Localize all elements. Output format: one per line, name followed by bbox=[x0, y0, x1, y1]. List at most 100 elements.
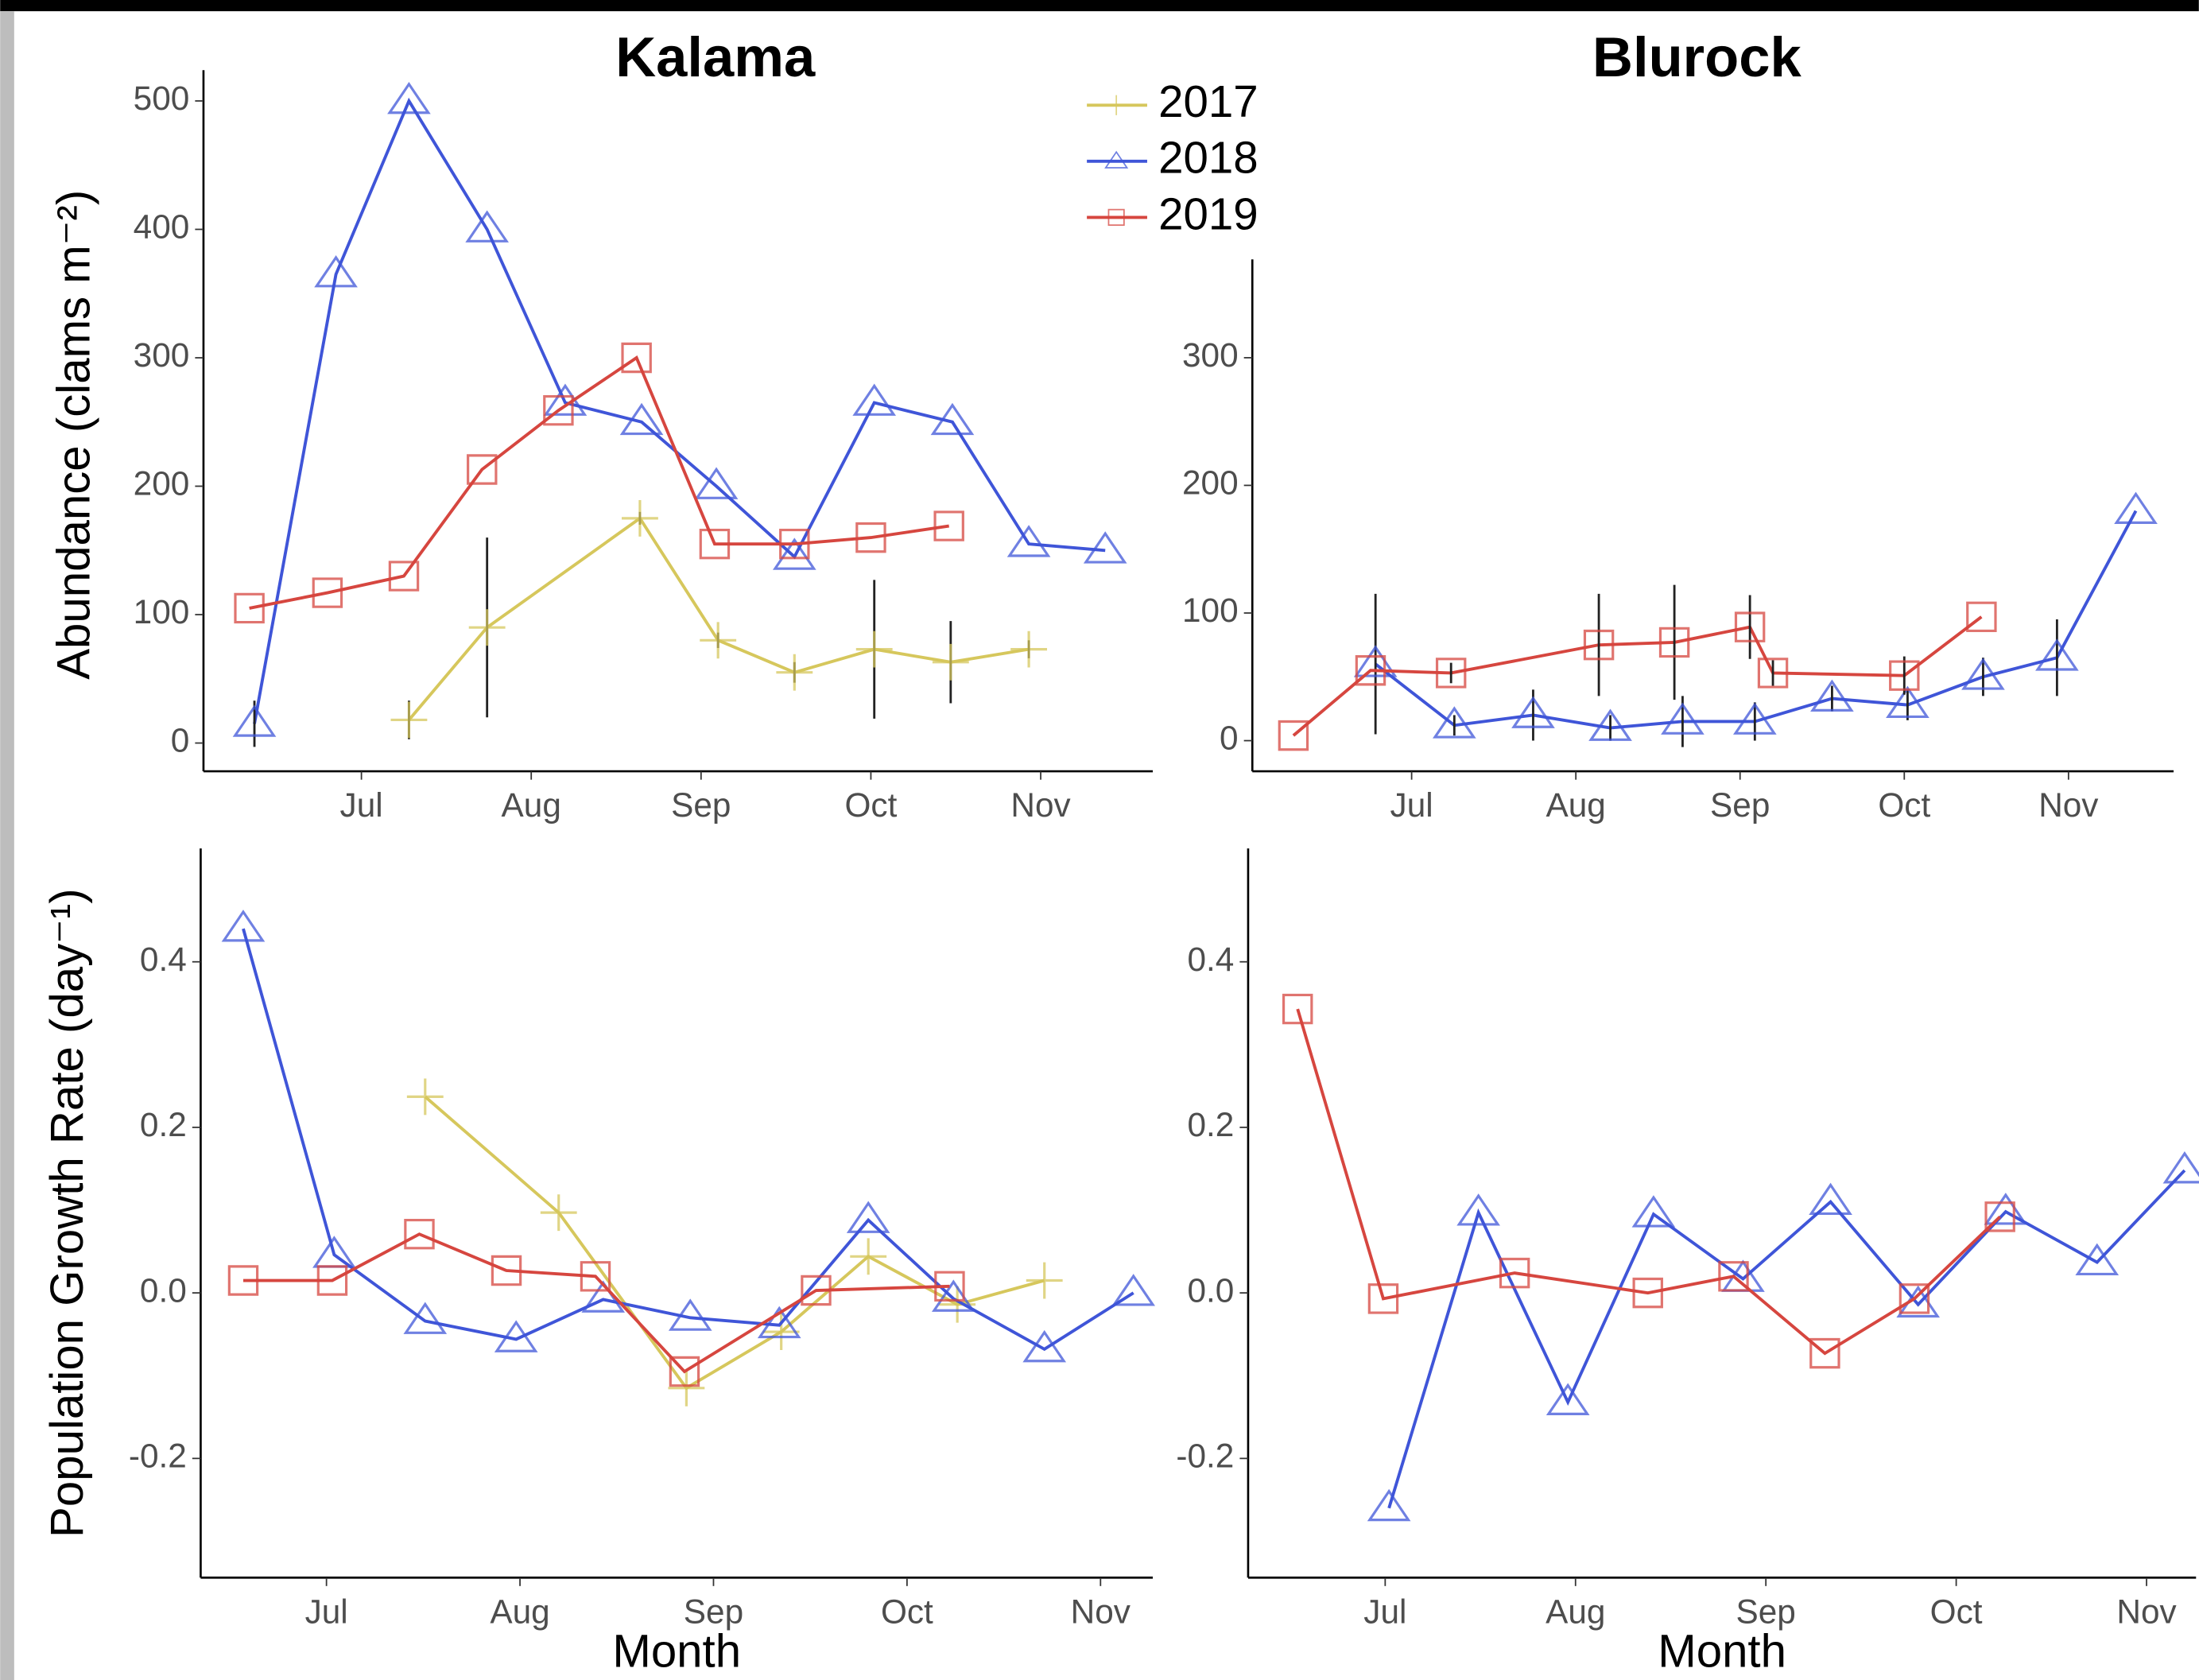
x-tick-label: Oct bbox=[881, 1593, 933, 1630]
marker bbox=[776, 654, 813, 691]
marker bbox=[1961, 658, 2005, 690]
marker bbox=[1661, 702, 1705, 735]
legend-label: 2018 bbox=[1158, 133, 1259, 183]
legend-marker bbox=[1106, 95, 1127, 115]
x-tick-label: Jul bbox=[1390, 786, 1433, 824]
marker bbox=[621, 342, 652, 374]
marker bbox=[1456, 1193, 1500, 1226]
marker bbox=[621, 499, 658, 537]
marker bbox=[1898, 1283, 1930, 1314]
marker bbox=[314, 255, 358, 288]
marker bbox=[846, 1201, 890, 1233]
marker bbox=[668, 1298, 712, 1331]
marker bbox=[694, 467, 739, 499]
marker bbox=[934, 1271, 965, 1302]
marker bbox=[1432, 706, 1476, 739]
y-tick-label: 300 bbox=[134, 336, 190, 374]
marker bbox=[2162, 1151, 2199, 1184]
marker bbox=[855, 522, 886, 553]
marker bbox=[404, 1218, 435, 1250]
marker bbox=[1984, 1193, 2028, 1225]
marker bbox=[221, 910, 266, 942]
marker bbox=[403, 1302, 448, 1334]
marker bbox=[1355, 655, 1386, 686]
x-tick-label: Oct bbox=[845, 786, 898, 824]
marker bbox=[779, 528, 810, 560]
y-tick-label: 400 bbox=[134, 208, 190, 246]
series-line bbox=[242, 928, 1134, 1352]
marker bbox=[1435, 658, 1467, 689]
marker bbox=[234, 592, 265, 624]
marker bbox=[406, 1078, 444, 1115]
marker bbox=[1984, 1201, 2015, 1232]
y-tick-label: 0 bbox=[1220, 720, 1239, 757]
marker bbox=[1966, 601, 1997, 633]
marker bbox=[757, 1306, 801, 1339]
series-line bbox=[1387, 1169, 2186, 1509]
marker bbox=[669, 1356, 700, 1387]
marker bbox=[1022, 1329, 1067, 1363]
marker bbox=[1511, 696, 1555, 728]
y-tick-label: 0.0 bbox=[1187, 1271, 1234, 1309]
y-axis-label: Abundance (clams m⁻²) bbox=[48, 190, 100, 680]
x-tick-label: Nov bbox=[1071, 1593, 1131, 1630]
marker bbox=[1546, 1383, 1590, 1415]
x-tick-label: Aug bbox=[1546, 1593, 1605, 1630]
marker bbox=[772, 537, 816, 570]
marker bbox=[580, 1261, 611, 1292]
marker bbox=[390, 701, 428, 739]
x-tick-label: Sep bbox=[684, 1593, 743, 1630]
y-tick-label: 200 bbox=[1182, 464, 1239, 502]
legend-label: 2017 bbox=[1158, 76, 1259, 126]
x-tick-label: Jul bbox=[1363, 1593, 1406, 1630]
marker bbox=[1810, 679, 1854, 712]
series-line bbox=[249, 355, 949, 610]
marker bbox=[1083, 531, 1127, 564]
marker bbox=[1006, 525, 1051, 557]
y-tick-label: 0.0 bbox=[140, 1271, 187, 1309]
panel-title: Blurock bbox=[1592, 25, 1801, 88]
marker bbox=[1718, 1261, 1749, 1292]
marker bbox=[1809, 1337, 1840, 1369]
legend-marker bbox=[1107, 208, 1125, 226]
marker bbox=[465, 210, 510, 242]
marker bbox=[1111, 1274, 1156, 1306]
x-tick-label: Jul bbox=[340, 786, 383, 824]
marker bbox=[543, 394, 574, 426]
marker bbox=[1278, 720, 1309, 751]
x-tick-label: Sep bbox=[671, 786, 731, 824]
marker bbox=[2114, 491, 2158, 524]
y-tick-label: 0 bbox=[171, 722, 190, 759]
y-tick-label: 0.2 bbox=[1187, 1106, 1234, 1143]
x-tick-label: Sep bbox=[1736, 1593, 1796, 1630]
panel-title: Kalama bbox=[615, 25, 816, 88]
marker bbox=[540, 1194, 577, 1232]
marker bbox=[1886, 685, 1929, 718]
x-axis-label: Month bbox=[1658, 1626, 1786, 1678]
marker bbox=[933, 510, 964, 541]
marker bbox=[1367, 1283, 1399, 1314]
marker bbox=[1282, 993, 1313, 1025]
marker bbox=[852, 383, 897, 416]
marker bbox=[227, 1265, 259, 1296]
marker bbox=[1632, 1277, 1663, 1309]
top-border bbox=[0, 0, 2199, 12]
marker bbox=[1010, 630, 1048, 668]
marker bbox=[855, 630, 893, 668]
y-tick-label: 300 bbox=[1182, 336, 1239, 374]
x-tick-label: Sep bbox=[1710, 786, 1770, 824]
marker bbox=[850, 1238, 887, 1275]
marker bbox=[1734, 611, 1766, 642]
y-tick-label: 200 bbox=[134, 465, 190, 502]
marker bbox=[699, 528, 731, 560]
marker bbox=[762, 1313, 800, 1350]
x-axis-label: Month bbox=[612, 1626, 741, 1678]
marker bbox=[700, 622, 737, 659]
x-tick-label: Nov bbox=[2038, 786, 2099, 824]
y-tick-label: 0.2 bbox=[140, 1106, 187, 1143]
x-tick-label: Aug bbox=[502, 786, 561, 824]
marker bbox=[1732, 702, 1777, 735]
marker bbox=[387, 81, 431, 114]
marker bbox=[932, 643, 969, 681]
